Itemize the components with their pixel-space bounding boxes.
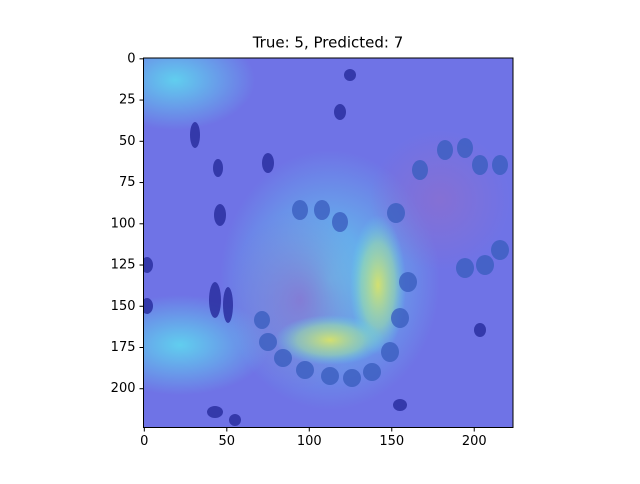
y-tick-label: 0 xyxy=(127,51,135,66)
y-tick-label: 25 xyxy=(119,93,136,108)
y-tick-label: 175 xyxy=(111,340,136,355)
x-tick-label: 0 xyxy=(140,434,148,449)
x-tick-label: 200 xyxy=(462,434,487,449)
y-tick-label: 125 xyxy=(111,258,136,273)
x-tick-label: 150 xyxy=(379,434,404,449)
y-tick-label: 75 xyxy=(119,175,136,190)
y-tick-label: 100 xyxy=(111,216,136,231)
x-tick-label: 100 xyxy=(297,434,322,449)
chart-title: True: 5, Predicted: 7 xyxy=(252,34,404,52)
y-tick-label: 200 xyxy=(111,381,136,396)
image xyxy=(143,58,513,428)
y-tick-label: 50 xyxy=(119,134,136,149)
y-tick-label: 150 xyxy=(111,299,136,314)
x-tick-label: 50 xyxy=(219,434,236,449)
axes-frame xyxy=(143,57,514,428)
